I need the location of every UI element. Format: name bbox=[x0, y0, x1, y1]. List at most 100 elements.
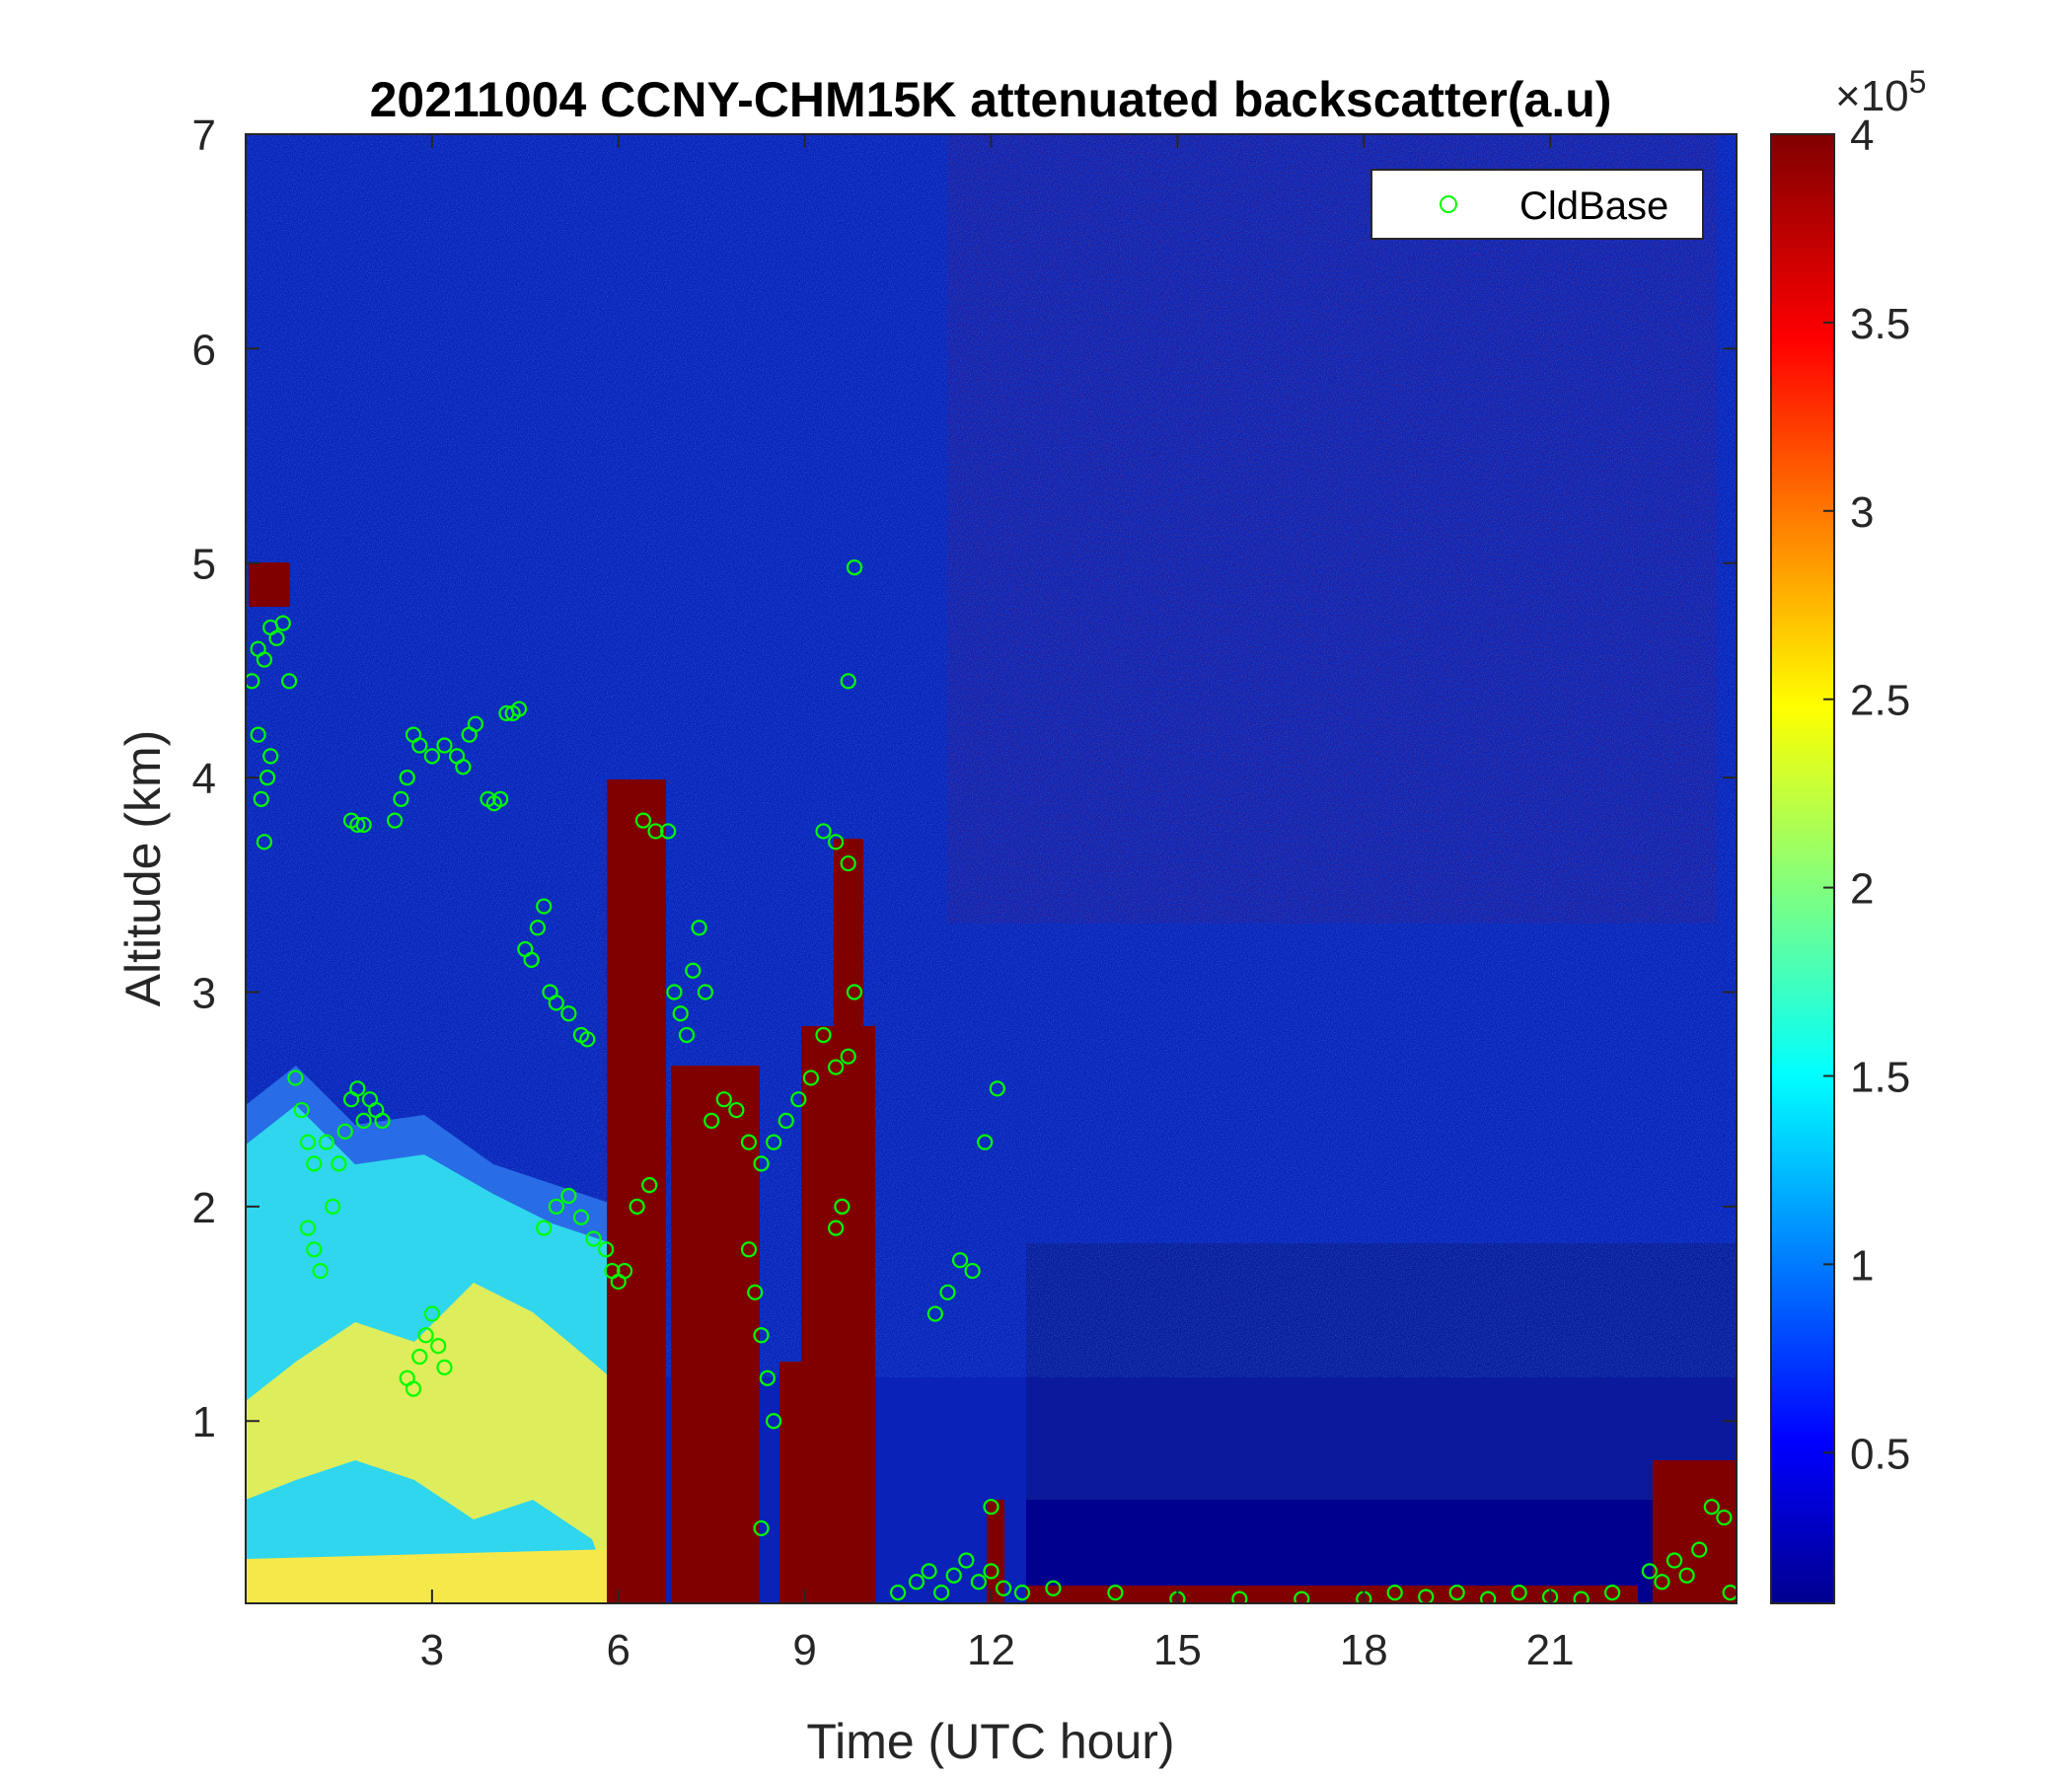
y-tick-label: 5 bbox=[192, 541, 216, 589]
heatmap-upper-red-noise bbox=[947, 134, 1717, 924]
cldbase-point bbox=[1448, 1585, 1465, 1601]
legend-box bbox=[1370, 169, 1704, 240]
cldbase-point bbox=[299, 1220, 317, 1236]
cldbase-point bbox=[548, 1198, 564, 1215]
colorbar-exponent-base: ×10 bbox=[1835, 72, 1909, 120]
cldbase-point bbox=[840, 854, 856, 872]
cldbase-point bbox=[846, 558, 863, 576]
cldbase-point bbox=[585, 1230, 602, 1247]
cldbase-point bbox=[678, 1026, 696, 1044]
cldbase-point bbox=[256, 651, 272, 668]
cldbase-point bbox=[387, 812, 404, 829]
cldbase-point bbox=[572, 1209, 590, 1225]
cldbase-point bbox=[492, 790, 509, 807]
colorbar-tick-label: 1.5 bbox=[1850, 1053, 1910, 1101]
y-tick-label: 1 bbox=[192, 1398, 216, 1446]
colorbar-tick-label: 4 bbox=[1850, 111, 1874, 160]
plot-area bbox=[246, 134, 1737, 1603]
cldbase-point bbox=[417, 1327, 434, 1344]
cldbase-point bbox=[268, 629, 285, 646]
cldbase-point bbox=[1678, 1567, 1695, 1584]
cldbase-point bbox=[715, 1091, 732, 1108]
cldbase-point bbox=[436, 1359, 453, 1375]
cldbase-point bbox=[318, 1134, 334, 1150]
surface-red-strip bbox=[1026, 1586, 1638, 1603]
cldbase-point bbox=[964, 1262, 981, 1280]
x-axis-label: Time (UTC hour) bbox=[806, 1714, 1174, 1769]
cldbase-point bbox=[641, 1177, 658, 1194]
colorbar-tick-label: 3 bbox=[1850, 488, 1874, 537]
cldbase-point bbox=[467, 715, 484, 732]
cldbase-point bbox=[672, 1005, 689, 1022]
cloud-band-7-8h bbox=[671, 1066, 760, 1603]
cldbase-point bbox=[703, 1112, 720, 1130]
cldbase-point bbox=[523, 951, 540, 968]
cldbase-point bbox=[1045, 1580, 1062, 1596]
cldbase-point bbox=[510, 701, 528, 717]
cldbase-point bbox=[1603, 1585, 1621, 1601]
cldbase-point bbox=[436, 737, 453, 754]
y-tick-label: 4 bbox=[192, 755, 216, 803]
cloud-band-late bbox=[1653, 1460, 1737, 1603]
y-tick-label: 3 bbox=[192, 969, 216, 1017]
cloud-band-12h bbox=[987, 1500, 1004, 1603]
cldbase-point bbox=[306, 1155, 323, 1172]
cldbase-point bbox=[740, 1241, 758, 1258]
x-tick-label: 18 bbox=[1340, 1626, 1388, 1674]
cldbase-point bbox=[1107, 1585, 1124, 1601]
cldbase-point bbox=[1716, 1509, 1733, 1526]
cldbase-point bbox=[834, 1198, 851, 1215]
x-axis: 3 6 9 12 15 18 21 bbox=[420, 134, 1575, 1674]
cldbase-point bbox=[983, 1563, 999, 1580]
colorbar-tick-label: 3.5 bbox=[1850, 300, 1910, 348]
aerosol-layer-blue bbox=[246, 1066, 612, 1243]
cldbase-point bbox=[393, 790, 409, 807]
cldbase-point bbox=[629, 1198, 645, 1215]
cldbase-point bbox=[840, 673, 856, 690]
cldbase-point bbox=[536, 1220, 553, 1236]
colorbar-tick-label: 1 bbox=[1850, 1241, 1874, 1290]
cldbase-point bbox=[1703, 1499, 1720, 1516]
cldbase-point bbox=[280, 673, 298, 690]
cldbase-point bbox=[349, 816, 366, 834]
cldbase-point bbox=[293, 1101, 310, 1119]
cldbase-point bbox=[828, 834, 845, 851]
cldbase-point bbox=[951, 1252, 969, 1269]
cldbase-point bbox=[926, 1305, 943, 1322]
cldbase-point bbox=[306, 1241, 323, 1258]
cldbase-point bbox=[766, 1134, 782, 1150]
y-tick-label: 6 bbox=[192, 326, 216, 374]
cldbase-series bbox=[246, 558, 1737, 1603]
cldbase-point bbox=[766, 1413, 782, 1430]
cldbase-point bbox=[259, 770, 276, 786]
x-tick-label: 9 bbox=[792, 1626, 816, 1674]
colorbar-tick-label: 2.5 bbox=[1850, 677, 1910, 725]
cldbase-point bbox=[790, 1091, 807, 1108]
cldbase-point bbox=[1013, 1585, 1031, 1601]
cldbase-point bbox=[616, 1262, 633, 1280]
cldbase-point bbox=[691, 920, 707, 936]
cldbase-point bbox=[908, 1574, 925, 1591]
cloud-band-6-7h bbox=[607, 779, 666, 1603]
cldbase-point bbox=[355, 816, 372, 834]
cldbase-point bbox=[1294, 1591, 1310, 1603]
cldbase-point bbox=[430, 1338, 447, 1355]
cldbase-point bbox=[846, 984, 863, 1000]
cldbase-point bbox=[250, 726, 266, 743]
cloud-band-10h bbox=[834, 839, 863, 1056]
cldbase-point bbox=[411, 737, 428, 754]
cldbase-point bbox=[287, 1070, 304, 1086]
cldbase-point bbox=[1654, 1574, 1670, 1591]
cldbase-point bbox=[666, 984, 683, 1000]
cldbase-point bbox=[728, 1101, 745, 1119]
aerosol-layer-yellow bbox=[246, 1283, 615, 1603]
cldbase-point bbox=[336, 1123, 353, 1140]
cloud-band-9-10h bbox=[801, 1026, 875, 1603]
cldbase-point bbox=[1418, 1589, 1435, 1603]
cldbase-point bbox=[753, 1155, 770, 1172]
cldbase-point bbox=[945, 1567, 962, 1584]
cldbase-point bbox=[536, 898, 553, 915]
cldbase-point bbox=[840, 1048, 856, 1065]
cldbase-point bbox=[933, 1585, 950, 1601]
